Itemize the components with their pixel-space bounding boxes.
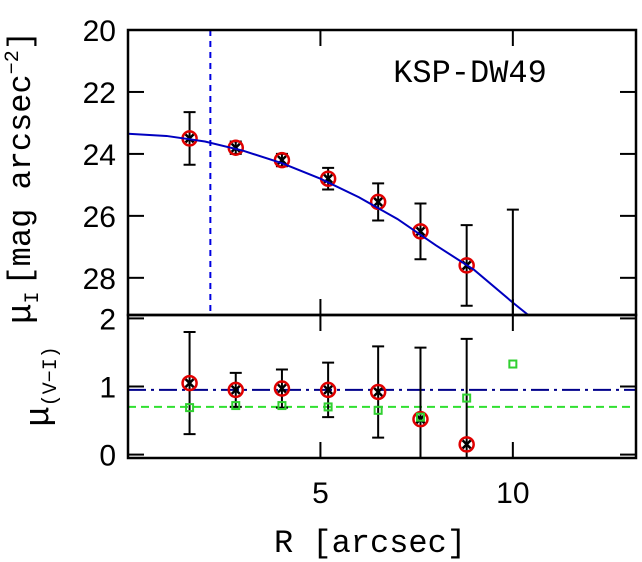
data-point — [369, 383, 387, 401]
point-cross — [277, 383, 287, 394]
point-circle — [181, 374, 198, 392]
data-point — [508, 359, 518, 369]
data-point — [231, 401, 241, 411]
point-cross — [230, 385, 241, 395]
panel-frame — [126, 28, 638, 317]
point-cross — [184, 378, 195, 388]
y-axis-label-part: I — [22, 292, 45, 304]
data-point — [462, 393, 472, 403]
point-cross — [373, 387, 384, 397]
data-point — [415, 412, 425, 422]
y-tick-label: 22 — [83, 77, 116, 110]
y-tick-label: 20 — [83, 15, 116, 48]
x-tick-label: 5 — [312, 477, 329, 510]
y-axis-label-part: μ — [21, 406, 59, 426]
y-axis-label-part: (V−I) — [40, 346, 63, 406]
y-tick-label: 26 — [83, 201, 116, 234]
data-point — [227, 381, 245, 399]
y-axis-label: μI [mag arcsec−2] — [2, 31, 45, 324]
point-circle — [273, 380, 291, 397]
y-axis-label-part: μ — [3, 304, 41, 324]
point-circle — [412, 410, 429, 428]
data-point — [277, 401, 287, 411]
chart-title: KSP-DW49 — [393, 55, 547, 92]
y-tick-label: 24 — [83, 139, 116, 172]
point-cross — [373, 197, 384, 207]
point-circle — [458, 257, 475, 274]
plot-area — [128, 331, 636, 458]
y-tick-label: 2 — [99, 303, 116, 336]
data-point — [323, 402, 333, 412]
data-point — [458, 436, 475, 453]
y-axis-label-part: ] — [3, 31, 40, 50]
data-point — [373, 405, 383, 415]
point-circle — [369, 383, 387, 401]
point-cross — [461, 439, 472, 450]
point-cross — [323, 385, 334, 395]
x-axis-label: R [arcsec] — [274, 525, 466, 562]
y-axis-label: μ(V−I) — [21, 346, 63, 426]
point-circle — [458, 436, 475, 453]
data-point — [319, 381, 337, 399]
y-tick-label: 1 — [99, 372, 116, 405]
y-tick-label: 28 — [83, 263, 116, 296]
error-bar — [506, 208, 519, 315]
data-point — [185, 403, 195, 413]
plot-area — [128, 30, 529, 315]
point-circle — [412, 223, 429, 240]
model-curve — [128, 132, 529, 315]
point-circle — [227, 381, 245, 399]
y-axis-label-part: −2 — [2, 50, 25, 74]
point-circle — [319, 381, 337, 399]
x-tick-label: 10 — [496, 477, 529, 510]
y-tick-label: 0 — [99, 440, 116, 473]
y-axis-label-part: [mag arcsec — [3, 74, 40, 285]
data-point — [273, 380, 291, 397]
data-point — [181, 374, 198, 392]
